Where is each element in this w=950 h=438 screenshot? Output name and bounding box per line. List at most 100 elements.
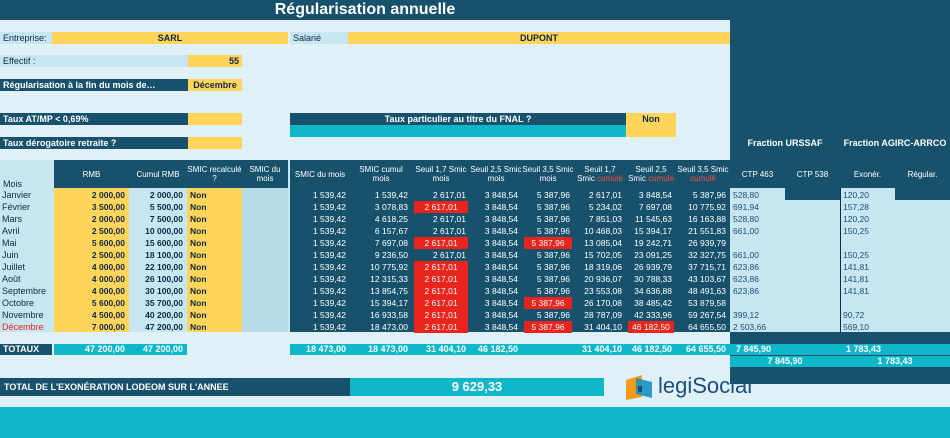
smic-recalc-header: SMIC recalculé ?	[187, 160, 242, 188]
ctp538-first-cell	[785, 188, 840, 200]
effectif-field[interactable]: 55	[188, 55, 242, 67]
row-3-c35: 21 551,83	[688, 226, 726, 236]
row-5-mois: Juin	[2, 250, 19, 260]
row-2-s17: 2 617,01	[432, 214, 466, 224]
smic-a-col-bg	[242, 188, 288, 332]
total-smic: 18 473,00	[290, 344, 350, 355]
row-11-c35: 64 655,50	[688, 322, 726, 332]
row-8-recalc[interactable]: Non	[190, 286, 207, 296]
row-1-recalc[interactable]: Non	[190, 202, 207, 212]
row-2-exon: 120,20	[843, 214, 869, 224]
row-11-rmb[interactable]: 7 000,00	[91, 322, 125, 332]
regul-month-field[interactable]: Décembre	[188, 79, 242, 91]
row-10-s17: 2 617,01	[414, 309, 468, 321]
row-5-exon: 150,25	[843, 250, 869, 260]
salarie-field[interactable]: DUPONT	[348, 32, 730, 44]
row-1-c35: 10 775,92	[688, 202, 726, 212]
row-7-recalc[interactable]: Non	[190, 274, 207, 284]
fnal-field[interactable]: Non	[626, 113, 676, 125]
row-11-ctp463: 2 503,66	[733, 322, 767, 332]
row-1-cumul: 5 500,00	[149, 202, 183, 212]
entreprise-field[interactable]: SARL	[52, 32, 288, 44]
row-11-cumul: 47 200,00	[145, 322, 183, 332]
row-5-smic: 1 539,42	[312, 250, 346, 260]
row-1-rmb[interactable]: 3 500,00	[91, 202, 125, 212]
row-6-c35: 37 715,71	[688, 262, 726, 272]
row-4-c17: 13 085,04	[584, 238, 622, 248]
taux-derog-field[interactable]	[188, 137, 242, 149]
row-5-recalc[interactable]: Non	[190, 250, 207, 260]
row-10-smiccum: 16 933,58	[370, 310, 408, 320]
total-urssaf-2: 7 845,90	[730, 356, 840, 367]
row-3-rmb[interactable]: 2 500,00	[91, 226, 125, 236]
row-6-s35: 5 387,96	[536, 262, 570, 272]
row-6-recalc[interactable]: Non	[190, 262, 207, 272]
row-10-s35: 5 387,96	[536, 310, 570, 320]
row-10-c17: 28 787,09	[584, 310, 622, 320]
row-2-rmb[interactable]: 2 000,00	[91, 214, 125, 224]
row-10-s25: 3 848,54	[484, 310, 518, 320]
row-4-smiccum: 7 697,08	[374, 238, 408, 248]
row-11-recalc[interactable]: Non	[190, 322, 207, 332]
exoner-header: Exonér.	[840, 160, 895, 188]
row-3-exon: 150,25	[843, 226, 869, 236]
row-4-rmb[interactable]: 5 600,00	[91, 238, 125, 248]
row-3-cumul: 10 000,00	[145, 226, 183, 236]
entreprise-label: Entreprise:	[0, 32, 52, 44]
row-7-ctp463: 623,86	[733, 274, 759, 284]
cumul-17-header-b: Smic cumulé	[577, 174, 623, 183]
total-cumul: 47 200,00	[129, 344, 187, 355]
row-2-smiccum: 4 618,25	[374, 214, 408, 224]
row-2-c25: 11 545,63	[634, 214, 672, 224]
row-6-c17: 18 319,06	[584, 262, 622, 272]
fnal-rate-field[interactable]	[290, 125, 626, 137]
row-6-smic: 1 539,42	[312, 262, 346, 272]
row-4-c25: 19 242,71	[634, 238, 672, 248]
row-6-cumul: 22 100,00	[145, 262, 183, 272]
rmb-header: RMB	[54, 160, 129, 188]
row-0-c35: 5 387,96	[692, 190, 726, 200]
row-8-ctp463: 623,86	[733, 286, 759, 296]
total-exoneration-value: 9 629,33	[350, 378, 604, 396]
row-11-c17: 31 404,10	[584, 322, 622, 332]
row-11-s35: 5 387,96	[524, 321, 572, 333]
row-4-recalc[interactable]: Non	[190, 238, 207, 248]
row-3-recalc[interactable]: Non	[190, 226, 207, 236]
row-0-rmb[interactable]: 2 000,00	[91, 190, 125, 200]
row-9-rmb[interactable]: 5 600,00	[91, 298, 125, 308]
row-4-ctp463	[730, 237, 785, 249]
row-8-rmb[interactable]: 4 000,00	[91, 286, 125, 296]
row-10-recalc[interactable]: Non	[190, 310, 207, 320]
row-2-recalc[interactable]: Non	[190, 214, 207, 224]
row-4-s25: 3 848,54	[484, 238, 518, 248]
row-4-c35: 26 939,79	[688, 238, 726, 248]
group-separator	[840, 188, 841, 332]
row-5-smiccum: 9 236,50	[374, 250, 408, 260]
row-10-rmb[interactable]: 4 500,00	[91, 310, 125, 320]
row-9-recalc[interactable]: Non	[190, 298, 207, 308]
mois-header: Mois	[3, 179, 23, 189]
row-5-rmb[interactable]: 2 500,00	[91, 250, 125, 260]
row-2-cumul: 7 500,00	[149, 214, 183, 224]
row-10-cumul: 40 200,00	[145, 310, 183, 320]
taux-atmp-field[interactable]	[188, 113, 242, 125]
row-5-s25: 3 848,54	[484, 250, 518, 260]
row-9-smic: 1 539,42	[312, 298, 346, 308]
legisocial-logo: legiSocial	[622, 372, 792, 402]
row-6-c25: 26 939,79	[634, 262, 672, 272]
recalc-col-bg	[187, 188, 242, 332]
row-0-ctp463: 528,80	[733, 190, 759, 200]
total-c17: 31 404,10	[574, 344, 626, 355]
row-0-s17: 2 617,01	[432, 190, 466, 200]
cumul-17-header-smic: Smic	[577, 174, 595, 183]
cumul-25-header-cumule: cumulé	[648, 174, 674, 183]
totaux-label: TOTAUX	[0, 344, 52, 355]
row-1-smiccum: 3 078,83	[374, 202, 408, 212]
row-0-exon: 120,20	[843, 190, 869, 200]
row-0-recalc[interactable]: Non	[190, 190, 207, 200]
row-7-rmb[interactable]: 4 000,00	[91, 274, 125, 284]
row-3-mois: Avril	[2, 226, 20, 236]
cumul-rmb-header: Cumul RMB	[129, 160, 187, 188]
salarie-label: Salarié	[290, 32, 348, 44]
row-6-rmb[interactable]: 4 000,00	[91, 262, 125, 272]
